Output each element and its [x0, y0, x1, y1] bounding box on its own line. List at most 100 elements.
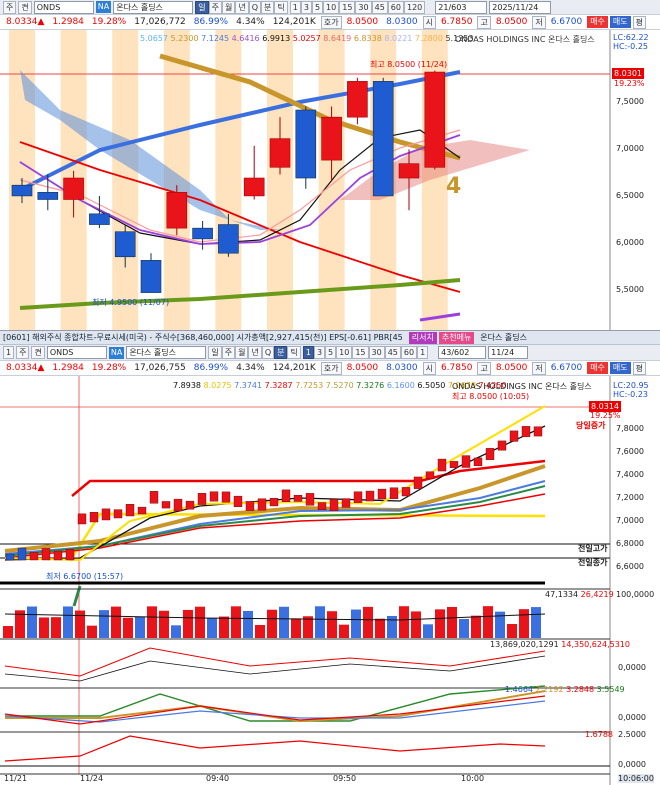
main-candle-29	[353, 491, 363, 503]
open-price: 6.7850	[440, 17, 473, 27]
daily-candle-chart[interactable]	[0, 30, 660, 330]
current-price-2: 8.0334▲	[6, 363, 45, 373]
code-input-2[interactable]: ONDS	[46, 346, 107, 359]
period-button-0[interactable]: 일	[195, 0, 209, 14]
buy-button[interactable]: 매수	[587, 16, 608, 28]
volume-bar-7	[87, 625, 97, 638]
date-field-2[interactable]: 11/24	[488, 346, 529, 359]
minute-button-3[interactable]: 10	[323, 0, 340, 14]
minute-button-8[interactable]: 120	[403, 0, 426, 14]
period-button-6[interactable]: 틱	[274, 0, 288, 14]
main-menu-button[interactable]: 주	[3, 0, 17, 14]
stock-name-field-2[interactable]: 온다스 홀딩스	[126, 346, 207, 359]
quote-label[interactable]: 호가	[320, 15, 342, 29]
minute-button-2-4[interactable]: 15	[352, 346, 369, 359]
period-button-5[interactable]: 분	[261, 0, 275, 14]
volume-bar-42	[507, 623, 517, 638]
top-yaxis-bg	[610, 30, 660, 330]
top-y-tick-0: 7,5000	[616, 97, 644, 106]
period-button-2-3[interactable]: 년	[248, 346, 262, 359]
volume-y-tick: 100,0000	[616, 590, 655, 599]
minute-button-2-5[interactable]: 30	[368, 346, 385, 359]
date-field[interactable]: 2025/11/24	[489, 0, 552, 14]
top-y-tick-4: 5,5000	[616, 285, 644, 294]
minute-button-4[interactable]: 15	[339, 0, 356, 14]
minute-button-2-0[interactable]: 1	[302, 346, 314, 359]
minute-button-2-6[interactable]: 45	[384, 346, 401, 359]
period-button-1[interactable]: 주	[208, 0, 222, 14]
minute-button-7[interactable]: 60	[387, 0, 404, 14]
sell-button-2[interactable]: 매도	[609, 362, 631, 374]
minute-button-0[interactable]: 1	[289, 0, 301, 14]
period-button-4[interactable]: Q	[248, 0, 262, 14]
high-label: 고	[477, 15, 491, 29]
volume-bar-30	[363, 606, 373, 638]
volume-bar-27	[327, 611, 337, 638]
main-chart-header: 7.8938 8.0275 7.3741 7.3287 7.7253 7.527…	[173, 381, 506, 390]
main-menu-button-2[interactable]: 주	[16, 346, 30, 359]
prev-close-label: 전일종가	[578, 558, 608, 567]
volume-bar-17	[207, 618, 217, 638]
stock-name-field[interactable]: 온다스 홀딩스	[113, 0, 194, 14]
minute-button-6[interactable]: 45	[371, 0, 388, 14]
intraday-chart[interactable]	[0, 376, 660, 785]
bid-price-2: 8.0300	[386, 363, 418, 373]
period-button-2-0[interactable]: 일	[208, 346, 222, 359]
header-value-6: 8.6419	[323, 34, 354, 43]
osc-red	[4, 735, 546, 762]
flat-button-2[interactable]: 평	[632, 361, 647, 375]
count-field-2[interactable]: 43/602	[438, 346, 487, 359]
main-candle-19	[233, 495, 243, 507]
period-button-2-2[interactable]: 월	[235, 346, 249, 359]
sell-button[interactable]: 매도	[609, 16, 631, 28]
mode-button[interactable]: 켠	[18, 0, 32, 14]
minute-button-2-8[interactable]: 1	[417, 346, 429, 359]
minute-button-2[interactable]: 5	[311, 0, 324, 14]
minute-button-2-7[interactable]: 60	[400, 346, 418, 359]
volume-2: 17,026,755	[134, 363, 186, 373]
period-button-3[interactable]: 년	[235, 0, 249, 14]
volume-bar-22	[267, 609, 277, 638]
main-y-tick-5: 6,8000	[616, 539, 644, 548]
period-button-2-1[interactable]: 주	[221, 346, 236, 359]
quote-label-2[interactable]: 호가	[320, 361, 342, 375]
count-field[interactable]: 21/603	[435, 0, 488, 14]
period-button-2-4[interactable]: Q	[261, 346, 275, 359]
top-candle-12	[321, 116, 342, 161]
minute-button-1[interactable]: 3	[300, 0, 312, 14]
period-button-2-5[interactable]: 분	[274, 346, 288, 359]
main-low-note: 최저 6.6700 (15:57)	[46, 572, 124, 581]
code-input[interactable]: ONDS	[33, 0, 94, 14]
main-candle-41	[497, 440, 507, 451]
volume-bar-3	[39, 617, 49, 638]
minute-button-5[interactable]: 30	[355, 0, 372, 14]
main-price-tag: 8.0314	[589, 401, 621, 412]
prev-high-label: 전일고가	[578, 544, 608, 553]
header-value-9: 7.2800	[414, 34, 446, 43]
recommend-menu-button[interactable]: 추천메뉴	[438, 331, 475, 344]
header-value-2: 7.1245	[201, 34, 232, 43]
period-button-2-6[interactable]: 틱	[287, 346, 301, 359]
x-label-0: 11/21	[4, 774, 28, 783]
minute-button-2-1[interactable]: 3	[313, 346, 326, 359]
open-price-2: 6.7850	[440, 363, 473, 373]
research-button[interactable]: 리서치	[408, 331, 437, 344]
header-value-6: 7.3276	[356, 381, 387, 390]
mode-button-2[interactable]: 켠	[31, 346, 45, 359]
top-chart-header: 5.0657 5.2300 7.1245 4.6416 6.9913 5.025…	[140, 34, 473, 43]
minute-button-2-3[interactable]: 10	[336, 346, 353, 359]
flat-button[interactable]: 평	[632, 15, 647, 29]
header-value-8: 6.5050	[417, 381, 448, 390]
period-button-2[interactable]: 월	[221, 0, 236, 14]
main-company-name: ONDAS HOLDINGS INC 온다스 홀딩스	[452, 382, 592, 391]
minute-button-2-2[interactable]: 5	[325, 346, 337, 359]
main-pct-tag: 19.25%	[590, 411, 621, 420]
x-label-3: 09:50	[333, 774, 357, 783]
buy-button-2[interactable]: 매수	[587, 362, 608, 374]
header-value-10: 7.4250	[478, 381, 507, 390]
volume-ma	[4, 613, 546, 621]
volume-bar-4	[51, 617, 61, 638]
chart-num-button[interactable]: 1	[3, 346, 15, 359]
macd-y-tick: 0,0000	[618, 713, 646, 722]
